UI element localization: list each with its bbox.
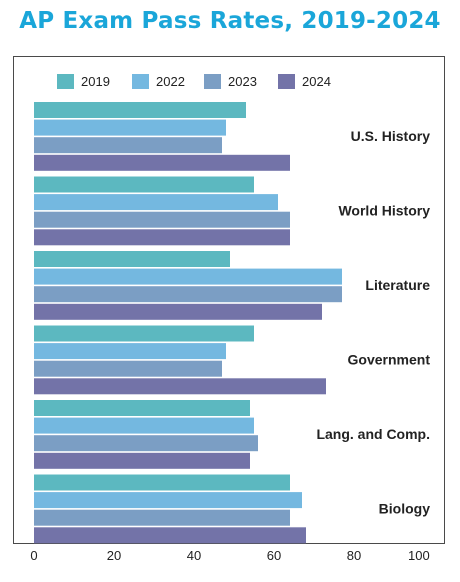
bar-literature-2019: [34, 251, 230, 267]
legend-swatch-2023: [204, 74, 221, 89]
bar-world-history-2024: [34, 229, 290, 246]
bar-lang-and-comp--2022: [34, 417, 254, 434]
bar-biology-2023: [34, 509, 290, 526]
bar-lang-and-comp--2023: [34, 435, 258, 452]
legend-label-2022: 2022: [156, 74, 185, 89]
bar-biology-2019: [34, 474, 290, 491]
bar-government-2023: [34, 360, 222, 377]
bar-biology-2022: [34, 492, 302, 509]
legend-label-2023: 2023: [228, 74, 257, 89]
legend-label-2019: 2019: [81, 74, 110, 89]
bar-government-2022: [34, 343, 226, 360]
bar-lang-and-comp--2024: [34, 452, 250, 469]
category-label: U.S. History: [351, 128, 431, 144]
x-tick-label: 0: [30, 548, 37, 563]
x-tick-label: 60: [267, 548, 281, 563]
legend-swatch-2022: [132, 74, 149, 89]
bar-world-history-2022: [34, 194, 278, 211]
bar-world-history-2019: [34, 176, 254, 193]
bar-literature-2022: [34, 268, 342, 285]
chart-title: AP Exam Pass Rates, 2019-2024: [19, 8, 441, 34]
bar-biology-2024: [34, 527, 306, 544]
legend-label-2024: 2024: [302, 74, 331, 89]
bar-world-history-2023: [34, 211, 290, 228]
category-label: Government: [348, 352, 431, 368]
category-label: Literature: [365, 277, 430, 293]
x-tick-label: 100: [408, 548, 430, 563]
bar-u-s-history-2024: [34, 154, 290, 171]
bar-government-2024: [34, 378, 326, 395]
bar-u-s-history-2023: [34, 137, 222, 154]
x-tick-label: 80: [347, 548, 361, 563]
bar-government-2019: [34, 325, 254, 342]
category-label: World History: [338, 203, 430, 219]
category-label: Biology: [379, 501, 431, 517]
bar-u-s-history-2022: [34, 119, 226, 136]
category-label: Lang. and Comp.: [316, 426, 430, 442]
x-tick-label: 20: [107, 548, 121, 563]
bar-literature-2024: [34, 303, 322, 320]
bar-u-s-history-2019: [34, 102, 246, 118]
legend-swatch-2024: [278, 74, 295, 89]
bar-lang-and-comp--2019: [34, 400, 250, 416]
legend-swatch-2019: [57, 74, 74, 89]
x-tick-label: 40: [187, 548, 201, 563]
bar-literature-2023: [34, 286, 342, 303]
